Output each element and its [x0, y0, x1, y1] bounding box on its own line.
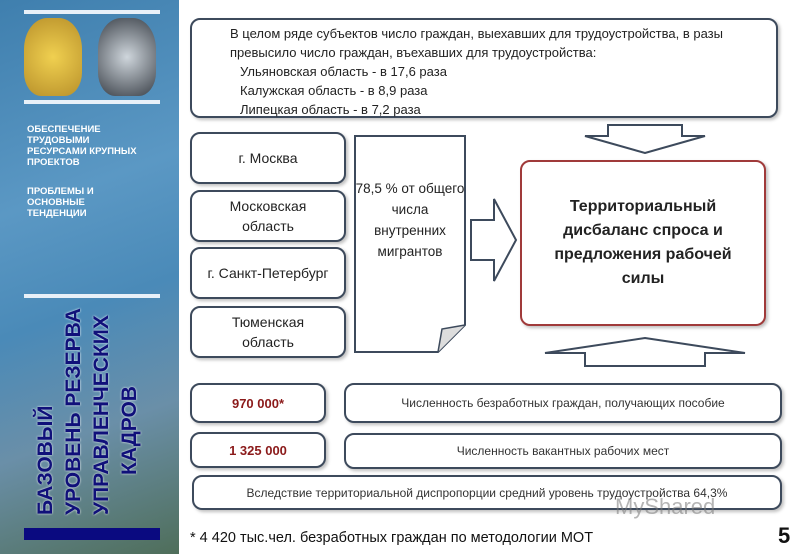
region-ratio: Липецкая область - в 7,2 раза — [240, 102, 421, 117]
page-number: 5 — [778, 523, 791, 548]
document-shape — [354, 135, 466, 353]
unemployed-value: 970 000* — [190, 383, 326, 423]
vertical-title: БАЗОВЫЙ УРОВЕНЬ РЕЗЕРВА УПРАВЛЕНЧЕСКИХ К… — [32, 285, 144, 515]
vertical-line: БАЗОВЫЙ — [34, 405, 57, 516]
divider — [24, 10, 160, 14]
region-ratio: Ульяновская область - в 17,6 раза — [240, 64, 447, 79]
vertical-line: КАДРОВ — [118, 386, 141, 475]
unemployed-label: Численность безработных граждан, получаю… — [344, 383, 782, 423]
region-box: г. Москва — [190, 132, 346, 184]
region-box: г. Санкт-Петербург — [190, 247, 346, 299]
arrow-up-icon — [544, 337, 746, 367]
arrow-down-icon — [584, 124, 706, 154]
watermark: MyShared — [615, 494, 716, 519]
sidebar: ОБЕСПЕЧЕНИЕ ТРУДОВЫМИ РЕСУРСАМИ КРУПНЫХ … — [0, 0, 179, 554]
outflow-info-box: В целом ряде субъектов число граждан, вы… — [190, 18, 778, 118]
imbalance-box: Территориальный дисбаланс спроса и предл… — [520, 160, 766, 326]
region-box: Тюменская область — [190, 306, 346, 358]
divider — [24, 528, 160, 540]
vertical-line: УРОВЕНЬ РЕЗЕРВА — [62, 308, 85, 515]
sidebar-heading: ОБЕСПЕЧЕНИЕ ТРУДОВЫМИ РЕСУРСАМИ КРУПНЫХ … — [27, 124, 137, 168]
emblem-logo-gray — [98, 18, 156, 96]
region-ratio: Калужская область - в 8,9 раза — [240, 83, 428, 98]
migrants-share: 78,5 % от общего числа внутренних мигран… — [355, 181, 465, 259]
footnote: * 4 420 тыс.чел. безработных граждан по … — [190, 530, 594, 546]
vacancies-value: 1 325 000 — [190, 432, 326, 468]
vacancies-label: Численность вакантных рабочих мест — [344, 433, 782, 469]
divider — [24, 100, 160, 104]
arrow-right-icon — [470, 198, 518, 282]
conclusion-box: Вследствие территориальной диспропорции … — [192, 475, 782, 510]
region-box: Московская область — [190, 190, 346, 242]
divider — [24, 294, 160, 298]
vertical-line: УПРАВЛЕНЧЕСКИХ — [90, 315, 113, 515]
sidebar-subheading: ПРОБЛЕМЫ И ОСНОВНЫЕ ТЕНДЕНЦИИ — [27, 186, 94, 219]
emblem-logo — [24, 18, 82, 96]
intro-text: В целом ряде субъектов число граждан, вы… — [230, 26, 723, 60]
